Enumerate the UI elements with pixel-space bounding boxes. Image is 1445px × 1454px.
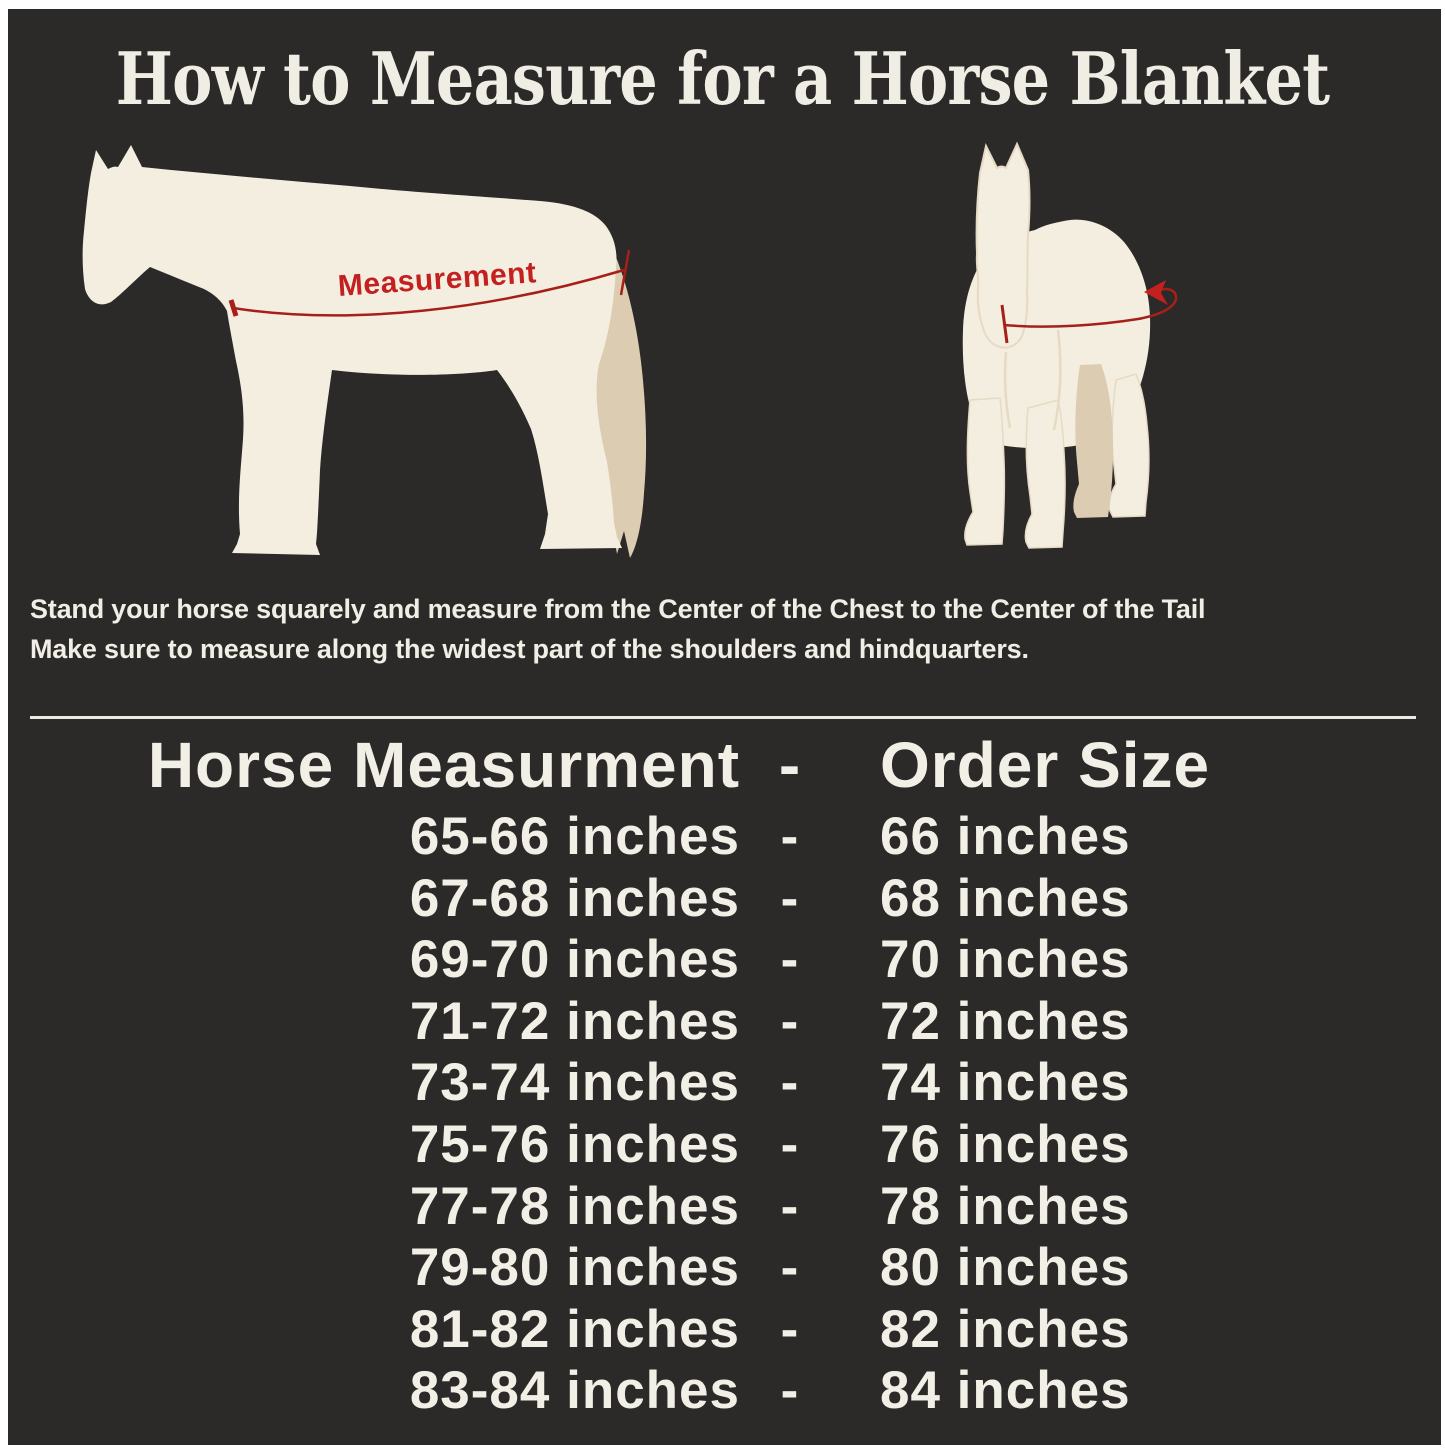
measurement-arc-start-tick (228, 299, 239, 317)
row-separator: - (780, 930, 800, 990)
front-horse-chest-crease (1003, 351, 1012, 429)
row-size: 70 inches (880, 930, 1131, 990)
row-size: 74 inches (880, 1053, 1131, 1113)
table-row: 81-82 inches - 82 inches (0, 1299, 1445, 1361)
row-measurement: 77-78 inches (409, 1176, 740, 1236)
front-measurement-line (1003, 287, 1178, 328)
row-measurement: 67-68 inches (409, 868, 740, 928)
row-separator: - (780, 1299, 800, 1359)
instructions-line-1: Stand your horse squarely and measure fr… (30, 594, 1206, 624)
row-separator: - (780, 991, 800, 1051)
row-separator: - (780, 1176, 800, 1236)
header-order-size: Order Size (880, 729, 1211, 801)
side-horse-body (82, 145, 622, 555)
size-table-rows: 65-66 inches - 66 inches 67-68 inches - … (0, 806, 1445, 1422)
front-horse-illustration (962, 141, 1178, 549)
table-row: 65-66 inches - 66 inches (0, 806, 1445, 868)
side-horse-illustration (82, 145, 647, 558)
front-horse-front-leg-left (964, 397, 1006, 546)
table-row: 83-84 inches - 84 inches (0, 1360, 1445, 1422)
front-horse-shoulder-crease (1052, 329, 1062, 431)
row-separator: - (780, 1238, 800, 1298)
size-table-header: Horse Measurment - Order Size (0, 728, 1445, 802)
row-measurement: 71-72 inches (409, 991, 740, 1051)
header-separator: - (778, 729, 802, 801)
table-row: 67-68 inches - 68 inches (0, 868, 1445, 930)
row-size: 66 inches (880, 807, 1131, 866)
instructions-line-2: Make sure to measure along the widest pa… (30, 634, 1029, 664)
row-size: 72 inches (880, 991, 1131, 1051)
table-row: 69-70 inches - 70 inches (0, 929, 1445, 991)
row-size: 68 inches (880, 868, 1131, 928)
row-separator: - (780, 1053, 800, 1113)
row-size: 78 inches (880, 1176, 1131, 1236)
row-separator: - (780, 807, 800, 866)
row-size: 84 inches (880, 1361, 1131, 1421)
instructions-text: Stand your horse squarely and measure fr… (30, 589, 1430, 669)
row-measurement: 65-66 inches (409, 807, 740, 866)
measurement-arrow-icon (1144, 280, 1168, 305)
row-measurement: 73-74 inches (409, 1053, 740, 1113)
row-size: 80 inches (880, 1238, 1131, 1298)
row-size: 76 inches (880, 1114, 1131, 1174)
measurement-arc (232, 268, 625, 317)
row-separator: - (780, 1114, 800, 1174)
page-title: How to Measure for a Horse Blanket (115, 36, 1330, 121)
row-measurement: 81-82 inches (409, 1299, 740, 1359)
row-separator: - (780, 1361, 800, 1421)
front-horse-hind-leg-shaded (1073, 364, 1114, 518)
measurement-arc-end-tick (619, 249, 631, 296)
table-row: 79-80 inches - 80 inches (0, 1237, 1445, 1299)
row-size: 82 inches (880, 1299, 1131, 1359)
row-measurement: 79-80 inches (409, 1238, 740, 1298)
table-row: 75-76 inches - 76 inches (0, 1114, 1445, 1176)
table-row: 77-78 inches - 78 inches (0, 1176, 1445, 1238)
table-row: 73-74 inches - 74 inches (0, 1052, 1445, 1114)
row-separator: - (780, 868, 800, 928)
front-horse-head (975, 141, 1031, 349)
table-row: 71-72 inches - 72 inches (0, 991, 1445, 1053)
row-measurement: 83-84 inches (409, 1361, 740, 1421)
row-measurement: 69-70 inches (409, 930, 740, 990)
row-measurement: 75-76 inches (409, 1114, 740, 1174)
front-horse-front-leg-right (1024, 399, 1066, 549)
divider-line (30, 716, 1416, 719)
header-horse-measurement: Horse Measurment (147, 729, 740, 801)
